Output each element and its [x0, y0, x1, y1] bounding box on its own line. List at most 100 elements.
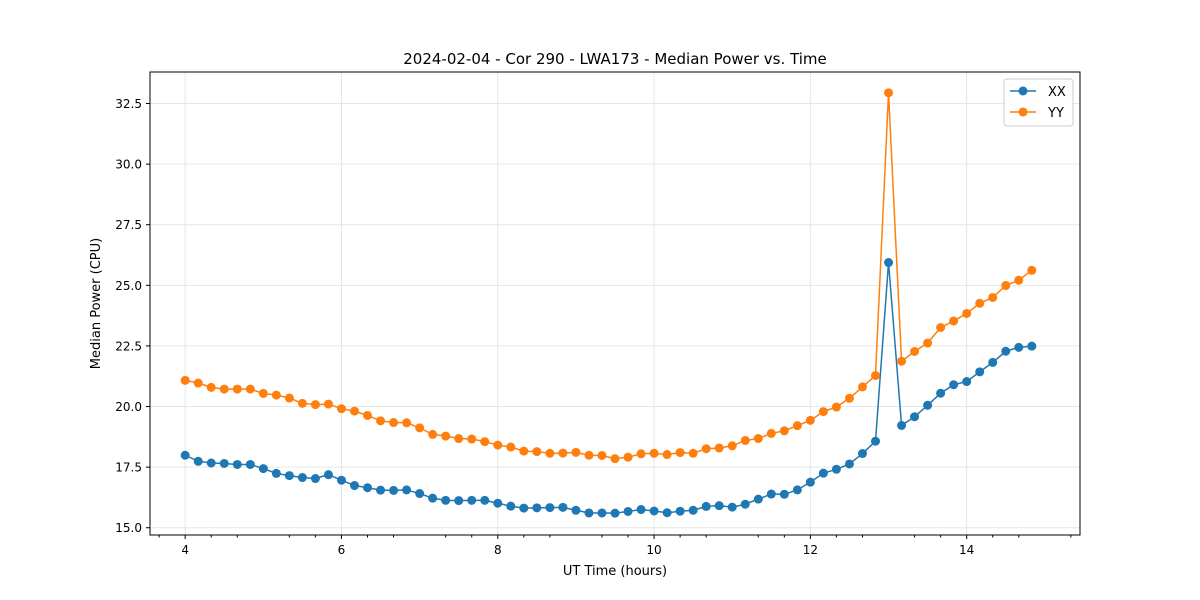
x-tick-label: 8: [494, 543, 502, 557]
series-yy: [180, 88, 1037, 464]
data-point-xx: [558, 502, 568, 512]
data-point-xx: [1001, 346, 1011, 356]
data-point-xx: [910, 412, 920, 422]
data-point-xx: [897, 420, 907, 430]
data-point-xx: [740, 499, 750, 509]
data-point-xx: [415, 489, 425, 499]
data-point-xx: [649, 506, 659, 516]
x-tick-label: 12: [803, 543, 818, 557]
y-tick-label: 32.5: [115, 97, 142, 111]
data-point-xx: [506, 501, 516, 511]
data-point-xx: [584, 508, 594, 518]
data-point-yy: [962, 308, 972, 318]
data-point-yy: [675, 448, 685, 458]
data-point-yy: [975, 298, 985, 308]
data-point-xx: [962, 377, 972, 387]
data-point-yy: [532, 447, 542, 457]
data-point-yy: [597, 450, 607, 460]
data-point-xx: [545, 503, 555, 513]
data-point-xx: [844, 459, 854, 469]
data-point-yy: [493, 440, 503, 450]
data-point-xx: [193, 456, 203, 466]
data-point-xx: [363, 483, 373, 493]
data-point-yy: [1014, 275, 1024, 285]
data-point-xx: [701, 501, 711, 511]
data-point-xx: [884, 258, 894, 268]
y-tick-label: 25.0: [115, 279, 142, 293]
data-point-yy: [454, 434, 464, 444]
data-point-xx: [623, 506, 633, 516]
data-point-yy: [545, 448, 555, 458]
data-point-xx: [805, 477, 815, 487]
series-layer: [180, 88, 1037, 518]
data-point-yy: [402, 418, 412, 428]
data-point-yy: [1027, 265, 1037, 275]
data-point-yy: [245, 384, 255, 394]
data-point-yy: [323, 399, 333, 409]
data-point-xx: [571, 505, 581, 515]
data-point-yy: [844, 393, 854, 403]
data-point-yy: [506, 442, 516, 452]
data-point-yy: [271, 390, 281, 400]
data-point-yy: [232, 384, 242, 394]
data-point-yy: [467, 434, 477, 444]
data-point-xx: [753, 494, 763, 504]
data-point-xx: [779, 489, 789, 499]
y-tick-label: 22.5: [115, 339, 142, 353]
data-point-xx: [923, 400, 933, 410]
data-point-yy: [988, 292, 998, 302]
data-point-yy: [688, 448, 698, 458]
legend-label-xx: XX: [1048, 85, 1066, 100]
data-point-yy: [714, 443, 724, 453]
data-point-xx: [271, 468, 281, 478]
data-point-xx: [480, 495, 490, 505]
y-tick-label: 30.0: [115, 158, 142, 172]
data-point-xx: [232, 459, 242, 469]
y-tick-label: 27.5: [115, 218, 142, 232]
data-point-xx: [467, 495, 477, 505]
y-tick-label: 17.5: [115, 461, 142, 475]
data-point-xx: [636, 505, 646, 515]
data-point-yy: [519, 446, 529, 456]
data-point-yy: [336, 404, 346, 414]
data-point-xx: [975, 367, 985, 377]
data-point-xx: [441, 495, 451, 505]
data-point-yy: [792, 421, 802, 431]
data-point-xx: [428, 493, 438, 503]
data-point-yy: [805, 415, 815, 425]
data-point-yy: [923, 338, 933, 348]
data-point-xx: [454, 496, 464, 506]
data-point-xx: [519, 503, 529, 513]
data-point-yy: [636, 449, 646, 459]
x-tick-label: 10: [646, 543, 661, 557]
legend-item-yy: YY: [1010, 106, 1064, 121]
data-point-yy: [727, 441, 737, 451]
data-point-yy: [193, 378, 203, 388]
x-tick-label: 4: [181, 543, 189, 557]
data-point-yy: [284, 393, 294, 403]
data-point-yy: [910, 346, 920, 356]
data-point-yy: [701, 444, 711, 454]
plot-frame: [149, 71, 1081, 536]
data-point-yy: [310, 400, 320, 410]
data-point-xx: [258, 464, 268, 474]
x-axis-label: UT Time (hours): [563, 564, 667, 579]
data-point-yy: [623, 452, 633, 462]
data-point-xx: [766, 489, 776, 499]
data-point-yy: [610, 454, 620, 464]
data-point-yy: [219, 384, 229, 394]
data-point-yy: [779, 426, 789, 436]
data-point-yy: [884, 88, 894, 98]
legend-marker-yy: [1018, 107, 1028, 117]
data-point-yy: [428, 429, 438, 439]
data-point-xx: [936, 388, 946, 398]
chart-title: 2024-02-04 - Cor 290 - LWA173 - Median P…: [403, 50, 827, 68]
data-point-xx: [1027, 341, 1037, 351]
data-point-xx: [857, 449, 867, 459]
data-point-yy: [363, 410, 373, 420]
data-point-yy: [558, 448, 568, 458]
data-point-yy: [349, 406, 359, 416]
y-axis-label: Median Power (CPU): [89, 238, 104, 369]
